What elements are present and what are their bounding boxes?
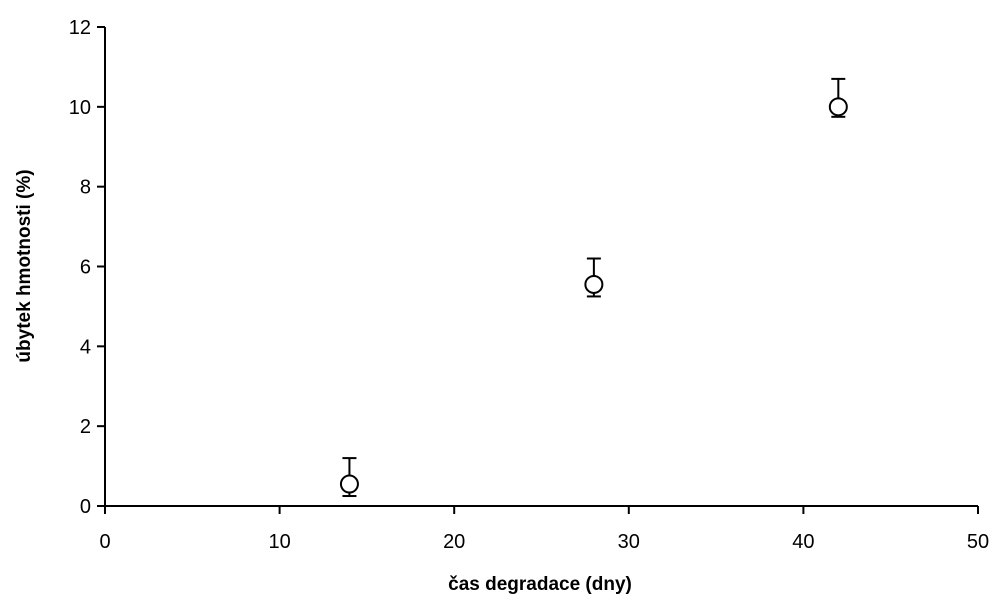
x-tick-label: 20 [443,531,465,553]
y-tick-label: 8 [80,177,91,199]
x-tick-label: 50 [967,531,989,553]
data-point [828,97,848,117]
y-tick-label: 2 [80,416,91,438]
ticks: 0 2 4 6 8 10 12 0 10 20 30 40 50 [69,17,989,553]
x-tick-label: 0 [99,531,110,553]
y-tick-label: 4 [80,336,91,358]
data-point [339,474,359,494]
x-axis-title: čas degradace (dny) [448,574,632,595]
x-tick-label: 40 [792,531,814,553]
y-axis-title: úbytek hmotnosti (%) [14,169,35,362]
data-marks [339,77,848,498]
y-tick-label: 12 [69,17,91,39]
y-tick-label: 6 [80,257,91,279]
y-tick-label: 10 [69,97,91,119]
axes [104,27,978,507]
data-point [584,274,604,294]
y-tick-label: 0 [80,496,91,518]
x-tick-label: 30 [618,531,640,553]
x-tick-label: 10 [268,531,290,553]
